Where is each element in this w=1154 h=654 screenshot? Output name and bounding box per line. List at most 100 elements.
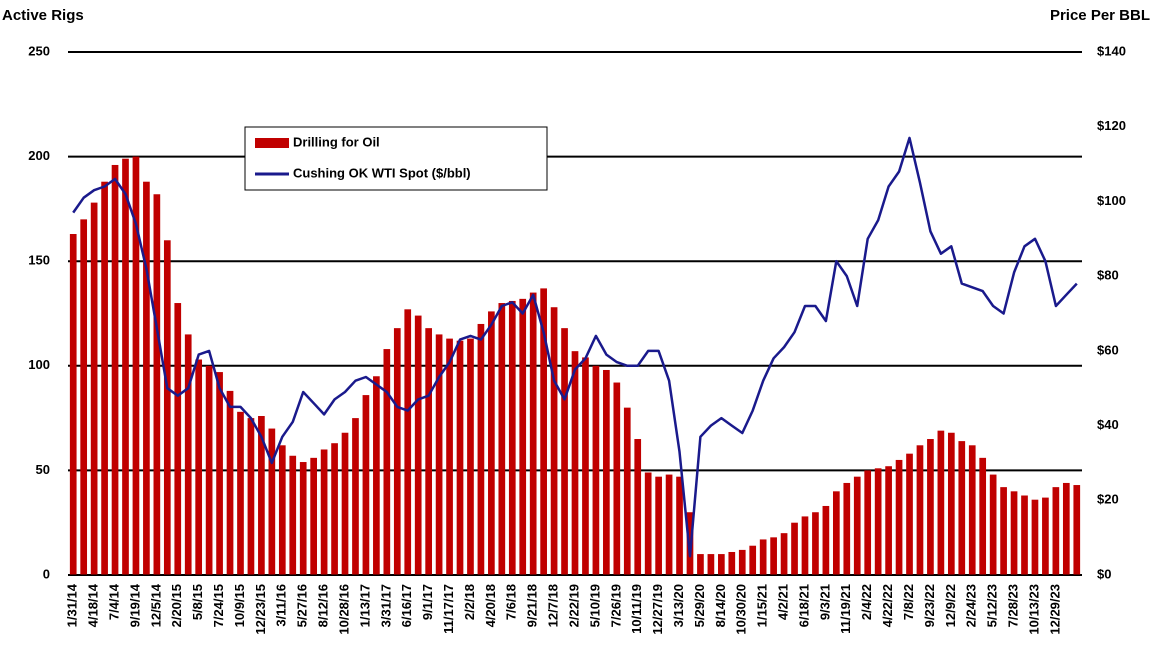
- bar: [111, 164, 119, 575]
- y-tick-label: 0: [43, 566, 50, 581]
- bar: [519, 298, 527, 575]
- bar: [404, 309, 412, 575]
- x-tick-label: 7/4/14: [106, 583, 121, 620]
- bar: [467, 338, 474, 575]
- bar: [299, 462, 307, 575]
- bar: [247, 418, 255, 575]
- legend-swatch: [255, 138, 289, 148]
- x-tick-label: 10/30/20: [734, 584, 749, 635]
- x-tick-label: 5/10/19: [587, 584, 602, 627]
- bar: [163, 240, 171, 575]
- bar: [759, 539, 767, 575]
- bar: [812, 512, 819, 575]
- bar: [1000, 487, 1007, 575]
- y2-axis-title: Price Per BBL: [1050, 7, 1150, 24]
- bar: [488, 311, 495, 575]
- bar: [1010, 491, 1018, 575]
- bar: [1073, 485, 1081, 575]
- bar: [153, 194, 161, 576]
- bar: [435, 334, 443, 575]
- bar: [195, 359, 203, 575]
- bar: [540, 288, 547, 575]
- x-tick-label: 11/19/21: [838, 584, 853, 634]
- bar: [927, 439, 934, 575]
- bar: [634, 439, 642, 575]
- bar: [707, 554, 715, 575]
- bar: [968, 445, 976, 575]
- x-tick-label: 1/15/21: [755, 584, 770, 627]
- x-tick-label: 1/31/14: [65, 583, 80, 627]
- bar: [582, 357, 589, 575]
- x-tick-label: 1/13/17: [357, 584, 372, 627]
- x-tick-label: 5/27/16: [295, 584, 310, 627]
- bar: [69, 234, 77, 575]
- y-axis-title: Active Rigs: [2, 7, 84, 24]
- bar: [864, 470, 872, 575]
- bar: [749, 545, 757, 575]
- bar: [205, 365, 213, 575]
- bar: [101, 181, 108, 576]
- x-tick-label: 10/28/16: [336, 584, 351, 635]
- bar: [80, 219, 88, 576]
- y-tick-label: 250: [28, 43, 50, 58]
- bar: [362, 395, 370, 575]
- x-tick-label: 4/20/18: [483, 584, 498, 627]
- y2-tick-label: $80: [1097, 268, 1119, 283]
- bar: [352, 418, 359, 575]
- x-tick-label: 9/3/21: [817, 584, 832, 620]
- x-tick-label: 6/16/17: [399, 584, 414, 627]
- bar: [1042, 497, 1049, 575]
- bar: [906, 453, 913, 575]
- y2-tick-label: $140: [1097, 43, 1126, 58]
- y2-tick-label: $60: [1097, 342, 1119, 357]
- bar: [665, 474, 673, 575]
- x-tick-label: 9/19/14: [127, 583, 142, 627]
- x-tick-label: 10/11/19: [629, 584, 644, 634]
- x-tick-label: 9/1/17: [420, 584, 435, 620]
- bar: [1031, 499, 1039, 575]
- bar: [90, 202, 98, 575]
- bar: [592, 365, 600, 575]
- bar: [393, 328, 401, 575]
- x-tick-label: 4/18/14: [86, 583, 101, 627]
- x-tick-label: 5/12/23: [985, 584, 1000, 627]
- y2-tick-label: $40: [1097, 417, 1119, 432]
- x-tick-label: 12/9/22: [943, 584, 958, 627]
- bar: [456, 340, 464, 575]
- x-tick-label: 3/13/20: [671, 584, 686, 627]
- bar: [885, 466, 892, 575]
- legend: Drilling for Oil Cushing OK WTI Spot ($/b…: [244, 126, 548, 191]
- x-tick-label: 7/8/22: [901, 584, 916, 620]
- bar: [561, 328, 568, 575]
- line: [72, 136, 1078, 558]
- x-tick-label: 12/23/15: [253, 584, 268, 635]
- legend-label: Cushing OK WTI Spot ($/bbl): [293, 165, 471, 180]
- bar: [174, 303, 182, 575]
- y2-tick-label: $20: [1097, 492, 1119, 507]
- x-tick-label: 8/12/16: [316, 584, 331, 627]
- bar: [801, 516, 809, 575]
- legend-box: [244, 126, 548, 191]
- x-tick-label: 2/20/15: [169, 584, 184, 627]
- y2-tick-label: $0: [1097, 566, 1111, 581]
- bar: [874, 468, 882, 575]
- bar: [310, 457, 318, 575]
- y-tick-label: 150: [28, 253, 50, 268]
- x-tick-label: 9/21/18: [525, 584, 540, 627]
- bar: [289, 455, 297, 575]
- bar: [446, 338, 453, 575]
- x-tick-label: 8/14/20: [713, 584, 728, 627]
- bar: [1062, 482, 1070, 575]
- bar: [571, 351, 579, 575]
- bar: [498, 303, 506, 575]
- x-tick-label: 7/28/23: [1005, 584, 1020, 627]
- bar: [853, 476, 861, 575]
- bar: [268, 428, 276, 575]
- bar: [278, 445, 286, 575]
- bar-series: [69, 156, 1081, 576]
- bar: [331, 443, 338, 575]
- bar: [122, 158, 129, 575]
- bar: [916, 445, 924, 575]
- bar: [832, 491, 840, 575]
